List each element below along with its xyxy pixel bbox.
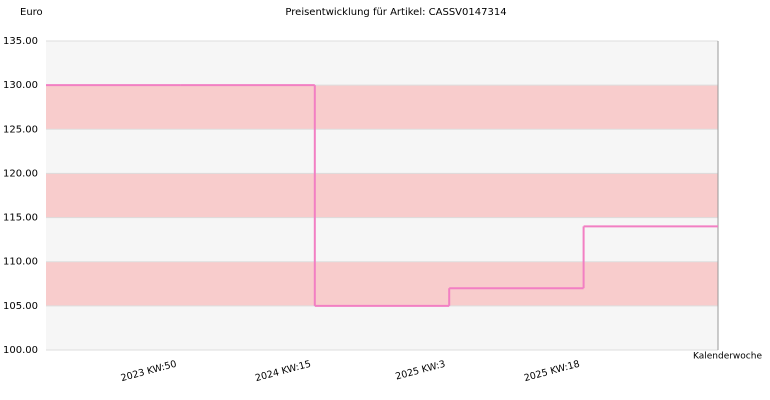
y-tick-label: 120.00	[3, 168, 38, 179]
x-tick-label: 2025 KW:3	[394, 359, 446, 383]
y-tick-label: 125.00	[3, 124, 38, 135]
y-tick-label: 135.00	[3, 36, 38, 47]
x-axis-label: Kalenderwoche	[693, 352, 762, 362]
band	[46, 261, 718, 306]
band	[46, 85, 718, 130]
band	[46, 173, 718, 218]
y-tick-label: 105.00	[3, 301, 38, 312]
band	[46, 217, 718, 262]
y-axis-label: Euro	[20, 7, 43, 18]
band	[46, 305, 718, 350]
x-tick-label: 2023 KW:50	[120, 359, 178, 384]
y-tick-label: 100.00	[3, 345, 38, 356]
y-tick-label: 115.00	[3, 213, 38, 224]
x-tick-label: 2025 KW:18	[523, 359, 581, 384]
bands	[46, 40, 719, 351]
y-tick-label: 130.00	[3, 80, 38, 91]
chart-title: Preisentwicklung für Artikel: CASSV01473…	[285, 7, 506, 18]
y-tick-label: 110.00	[3, 257, 38, 268]
marks	[46, 84, 718, 307]
band	[46, 129, 718, 174]
band	[46, 41, 718, 86]
x-tick-label: 2024 KW:15	[254, 359, 312, 384]
